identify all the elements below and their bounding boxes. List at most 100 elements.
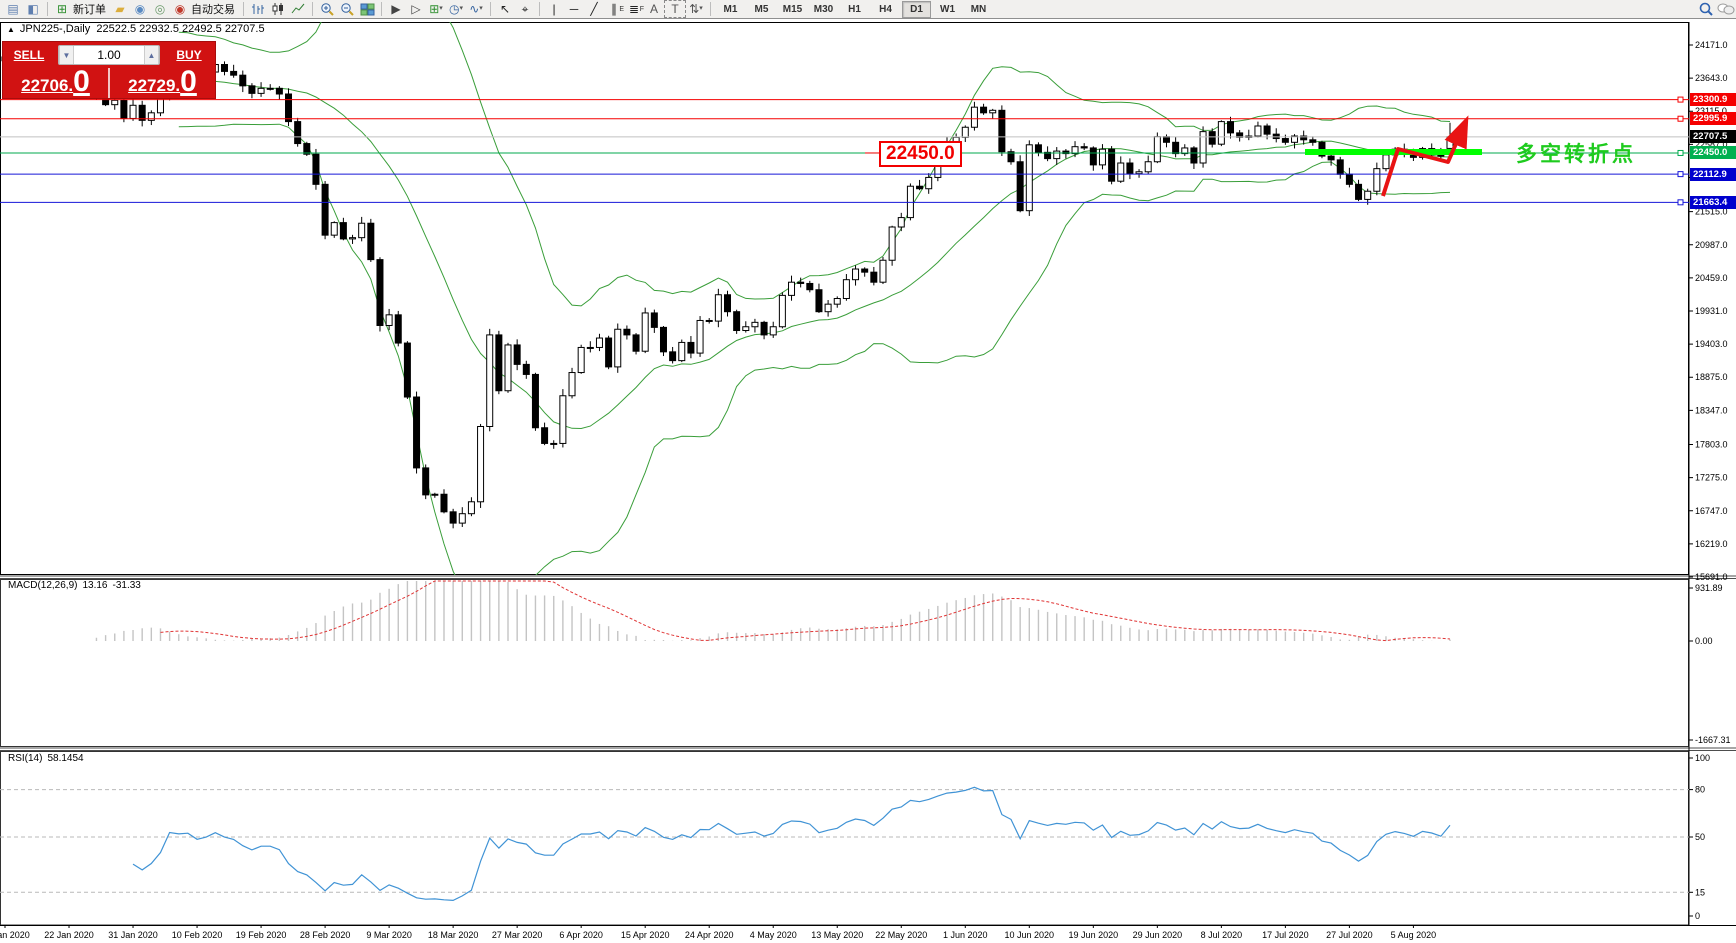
tile-windows-icon[interactable] — [357, 1, 377, 17]
sell-price: 22706. 0 — [21, 65, 90, 98]
chat-icon[interactable] — [1716, 1, 1736, 17]
candlestick-chart-icon[interactable] — [268, 1, 288, 17]
timeframe-button-W1[interactable]: W1 — [940, 3, 955, 15]
axis-tick-label: 19931.0 — [1695, 306, 1728, 316]
ohlc-values: 22522.5 22932.5 22492.5 22707.5 — [96, 23, 265, 35]
line-chart-icon[interactable] — [288, 1, 308, 17]
date-label: 22 Jan 2020 — [44, 930, 94, 940]
date-label: 24 Apr 2020 — [685, 930, 734, 940]
mql5-community-icon[interactable]: ◉ — [134, 2, 146, 16]
cursor-icon[interactable]: ↖ — [499, 2, 511, 16]
toolbar-separator — [490, 2, 491, 16]
one-click-trading-panel: SELL ▼ 1.00 ▲ BUY 22706. 0 22729. 0 — [2, 41, 216, 99]
axis-tick-label: 23115.0 — [1695, 106, 1727, 116]
indicators-crayon-icon[interactable]: ▰ — [115, 2, 125, 16]
volume-decrease-button[interactable]: ▼ — [59, 46, 74, 64]
axis-badge-22112.9: 22112.9 — [1690, 167, 1736, 181]
vertical-line-icon[interactable]: | — [552, 2, 556, 16]
macd-signal-value: -31.33 — [112, 580, 141, 591]
arrows-icon[interactable]: ⇅ ▾ — [689, 2, 703, 16]
axis-tick-label: 15691.0 — [1695, 572, 1728, 582]
new-order-label[interactable]: 新订单 — [73, 4, 106, 16]
candles-layer — [1, 44, 1454, 529]
trendline-icon[interactable]: ╱ — [590, 2, 598, 16]
market-watch-icon[interactable]: ▤ — [7, 2, 19, 16]
rsi-indicator-label: RSI(14) 58.1454 — [8, 753, 89, 764]
axis-tick-label: 22587.0 — [1695, 139, 1728, 149]
autotrading-icon[interactable]: ◉ — [174, 2, 186, 16]
auto-scroll-icon[interactable]: ▶ — [391, 2, 401, 16]
fibonacci-icon[interactable]: ≣ F — [628, 2, 644, 16]
bollinger-bands-layer — [178, 22, 1451, 575]
timeframe-button-MN[interactable]: MN — [970, 3, 987, 15]
new-chart-icon[interactable]: ⊞ ▾ — [429, 2, 443, 16]
volume-stepper[interactable]: ▼ 1.00 ▲ — [58, 45, 160, 65]
text-label-icon[interactable]: T — [664, 0, 686, 18]
axis-tick-label: 23643.0 — [1695, 73, 1728, 83]
crosshair-icon[interactable]: ⌖ — [521, 2, 529, 16]
search-icon[interactable] — [1696, 1, 1716, 17]
new-order-icon[interactable]: ⊞ — [56, 2, 68, 16]
date-label: 31 Jan 2020 — [108, 930, 158, 940]
toolbar-separator — [312, 2, 313, 16]
timeframe-button-M1[interactable]: M1 — [723, 3, 738, 15]
date-label: 5 Aug 2020 — [1391, 930, 1437, 940]
autotrading-label[interactable]: 自动交易 — [191, 4, 235, 16]
buy-button[interactable]: BUY — [166, 45, 212, 65]
price-line-handle — [1677, 115, 1684, 122]
period-clock-icon-dropdown[interactable]: ▾ — [459, 5, 463, 12]
date-label: 27 Mar 2020 — [492, 930, 543, 940]
bollinger-upper-line — [178, 22, 1451, 307]
toolbar: ▤ ◧ ⊞ 新订单 ▰ ◉ ◎ ◉ 自动交易 ▶ ▷ ⊞ ▾ ◷ ▾ ∿ ▾ ↖ ⌖ | ─ ╱ ∥ E ≣ F A T ⇅ ▾ M1 M5 M… — [0, 0, 1736, 19]
date-label: 6 Apr 2020 — [559, 930, 603, 940]
date-label: 15 Apr 2020 — [621, 930, 670, 940]
zoom-out-icon[interactable] — [337, 1, 357, 17]
pivot-annotation-text[interactable]: 多空转折点 — [1516, 143, 1636, 166]
sell-button[interactable]: SELL — [6, 45, 52, 65]
data-window-icon[interactable]: ◧ — [27, 2, 39, 16]
macd-layer — [95, 580, 1451, 642]
new-chart-icon-dropdown[interactable]: ▾ — [439, 5, 443, 12]
bar-chart-icon[interactable] — [248, 1, 268, 17]
buy-price: 22729. 0 — [128, 65, 197, 98]
chart-shift-icon[interactable]: ▷ — [411, 2, 421, 16]
collapse-chart-icon[interactable]: ▲ — [7, 25, 15, 34]
date-label: 10 Feb 2020 — [172, 930, 223, 940]
signals-icon[interactable]: ◎ — [154, 2, 166, 16]
date-label: 13 Jan 2020 — [0, 930, 30, 940]
volume-increase-button[interactable]: ▲ — [144, 46, 159, 64]
chart-template-icon[interactable]: ∿ ▾ — [469, 2, 483, 16]
equidistant-channel-icon[interactable]: ∥ E — [611, 2, 624, 16]
timeframe-button-M30[interactable]: M30 — [813, 3, 834, 15]
date-label: 19 Feb 2020 — [236, 930, 287, 940]
timeframe-button-D1[interactable]: D1 — [902, 0, 931, 18]
axis-badge-22450.0: 22450.0 — [1690, 146, 1736, 160]
rsi-value: 58.1454 — [47, 753, 84, 764]
axis-tick-label: 17803.0 — [1695, 440, 1728, 450]
arrows-icon-dropdown[interactable]: ▾ — [699, 5, 703, 12]
volume-input[interactable]: 1.00 — [97, 48, 121, 62]
rsi-axis-label: 100 — [1695, 753, 1710, 763]
chart-template-icon-dropdown[interactable]: ▾ — [479, 5, 483, 12]
timeframe-button-H1[interactable]: H1 — [848, 3, 861, 15]
rsi-layer — [0, 786, 1689, 902]
date-label: 19 Jun 2020 — [1069, 930, 1119, 940]
toolbar-separator — [539, 2, 540, 16]
macd-value: 13.16 — [82, 580, 108, 591]
price-annotation-box[interactable]: 22450.0 — [879, 141, 962, 167]
price-line-handle — [1677, 149, 1684, 156]
timeframe-button-M5[interactable]: M5 — [754, 3, 769, 15]
zoom-in-icon[interactable] — [317, 1, 337, 17]
period-clock-icon[interactable]: ◷ ▾ — [449, 2, 463, 16]
macd-axis-label: 0.00 — [1695, 636, 1713, 646]
horizontal-line-icon[interactable]: ─ — [569, 2, 579, 16]
macd-indicator-label: MACD(12,26,9) 13.16 -31.33 — [8, 580, 146, 591]
macd-axis-label: 931.89 — [1695, 583, 1723, 593]
date-label: 4 May 2020 — [750, 930, 797, 940]
rsi-axis-label: 0 — [1695, 911, 1700, 921]
timeframe-button-M15[interactable]: M15 — [782, 3, 803, 15]
text-icon[interactable]: A — [649, 2, 658, 16]
timeframe-button-H4[interactable]: H4 — [879, 3, 892, 15]
date-label: 17 Jul 2020 — [1262, 930, 1309, 940]
